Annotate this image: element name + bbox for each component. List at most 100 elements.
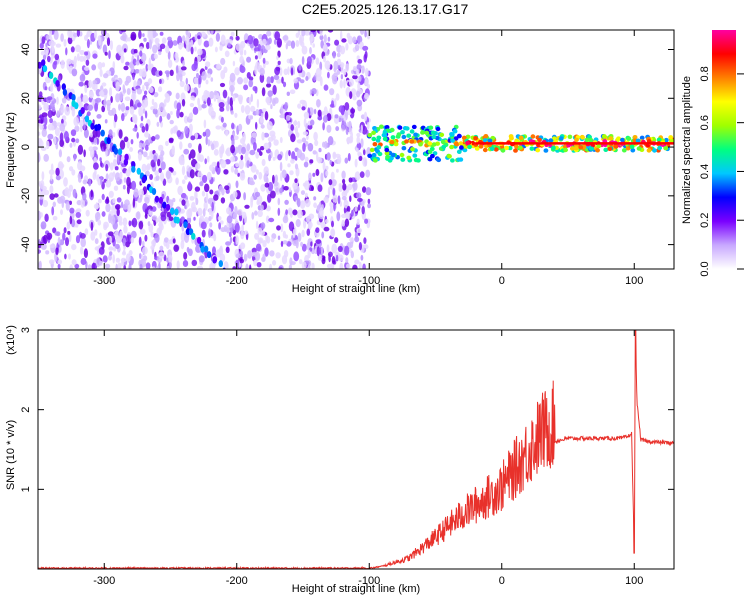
noise-cell bbox=[41, 128, 47, 138]
noise-cell bbox=[281, 76, 284, 84]
noise-cell bbox=[234, 146, 239, 154]
noise-cell bbox=[354, 259, 360, 265]
noise-cell bbox=[130, 139, 134, 145]
noise-cell bbox=[312, 172, 316, 177]
noise-cell bbox=[317, 184, 323, 192]
noise-cell bbox=[90, 221, 94, 231]
noise-cell bbox=[49, 185, 54, 194]
noise-cell bbox=[306, 228, 311, 236]
noise-cell bbox=[80, 198, 85, 208]
noise-cell bbox=[138, 236, 142, 246]
noise-cell bbox=[361, 65, 365, 74]
noise-cell bbox=[302, 131, 309, 136]
noise-cell bbox=[116, 153, 120, 163]
noise-cell bbox=[121, 258, 125, 267]
noise-cell bbox=[139, 46, 143, 51]
noise-cell bbox=[273, 139, 279, 146]
noise-cell bbox=[347, 35, 353, 45]
noise-cell bbox=[157, 158, 161, 167]
noise-cell bbox=[346, 137, 350, 145]
noise-cell bbox=[69, 142, 73, 148]
noise-cell bbox=[62, 232, 66, 241]
noise-cell bbox=[315, 227, 320, 234]
noise-cell bbox=[145, 84, 149, 90]
noise-cell bbox=[194, 77, 199, 85]
noise-cell bbox=[235, 43, 242, 52]
band-cell bbox=[404, 139, 409, 144]
noise-cell bbox=[114, 166, 119, 171]
noise-cell bbox=[249, 149, 256, 156]
noise-cell bbox=[339, 45, 346, 55]
noise-cell bbox=[289, 170, 294, 176]
noise-cell bbox=[275, 252, 281, 259]
noise-cell bbox=[307, 124, 313, 130]
band-cell bbox=[382, 136, 388, 142]
noise-cell bbox=[76, 200, 82, 206]
noise-cell bbox=[71, 68, 78, 77]
noise-cell bbox=[124, 96, 131, 102]
noise-cell bbox=[362, 45, 369, 51]
noise-cell bbox=[164, 92, 169, 98]
trace-cell bbox=[48, 72, 54, 79]
band-cell bbox=[367, 153, 373, 158]
noise-cell bbox=[312, 43, 316, 48]
noise-cell bbox=[270, 237, 275, 243]
noise-cell bbox=[40, 51, 45, 56]
noise-cell bbox=[38, 104, 42, 110]
noise-cell bbox=[306, 56, 312, 66]
noise-cell bbox=[78, 81, 84, 87]
noise-cell bbox=[185, 77, 188, 85]
trace-cell bbox=[100, 129, 105, 137]
noise-cell bbox=[67, 36, 73, 45]
noise-cell bbox=[124, 80, 129, 86]
band-cell bbox=[629, 144, 635, 149]
noise-cell bbox=[197, 134, 202, 140]
noise-cell bbox=[357, 35, 361, 45]
noise-cell bbox=[332, 50, 336, 59]
noise-cell bbox=[344, 102, 350, 111]
noise-cell bbox=[289, 257, 293, 266]
colorbar-tick-label: 0.0 bbox=[699, 261, 711, 276]
noise-cell bbox=[311, 88, 317, 95]
noise-cell bbox=[322, 44, 328, 53]
noise-cell bbox=[255, 151, 260, 159]
noise-cell bbox=[229, 72, 236, 83]
noise-cell bbox=[299, 99, 306, 105]
noise-cell bbox=[46, 232, 53, 240]
noise-cell bbox=[336, 211, 341, 222]
trace-cell bbox=[71, 94, 76, 101]
noise-cell bbox=[240, 154, 244, 161]
noise-cell bbox=[66, 189, 71, 198]
noise-cell bbox=[331, 179, 337, 187]
band-cell bbox=[384, 125, 390, 130]
noise-cell bbox=[94, 212, 101, 221]
noise-cell bbox=[189, 149, 196, 159]
noise-cell bbox=[332, 76, 338, 85]
noise-cell bbox=[144, 170, 150, 177]
noise-cell bbox=[345, 127, 349, 135]
noise-cell bbox=[346, 205, 351, 213]
noise-cell bbox=[211, 201, 214, 212]
noise-cell bbox=[156, 121, 160, 127]
noise-cell bbox=[246, 56, 252, 63]
band-cell bbox=[646, 148, 652, 153]
noise-cell bbox=[250, 198, 254, 208]
noise-cell bbox=[280, 172, 283, 182]
noise-cell bbox=[60, 59, 65, 69]
colorbar-label: Normalized spectral amplitude bbox=[681, 76, 693, 224]
noise-cell bbox=[296, 149, 303, 159]
noise-cell bbox=[94, 102, 98, 112]
noise-cell bbox=[268, 217, 275, 223]
band-cell bbox=[535, 148, 541, 153]
y-tick-label: 0 bbox=[20, 144, 32, 150]
noise-cell bbox=[301, 229, 305, 238]
noise-cell bbox=[297, 232, 302, 242]
noise-cell bbox=[328, 179, 333, 186]
noise-cell bbox=[179, 111, 184, 118]
noise-cell bbox=[106, 196, 109, 204]
noise-cell bbox=[85, 104, 88, 110]
noise-cell bbox=[292, 209, 298, 216]
noise-cell bbox=[41, 171, 45, 181]
noise-cell bbox=[51, 125, 55, 131]
noise-cell bbox=[131, 217, 138, 228]
